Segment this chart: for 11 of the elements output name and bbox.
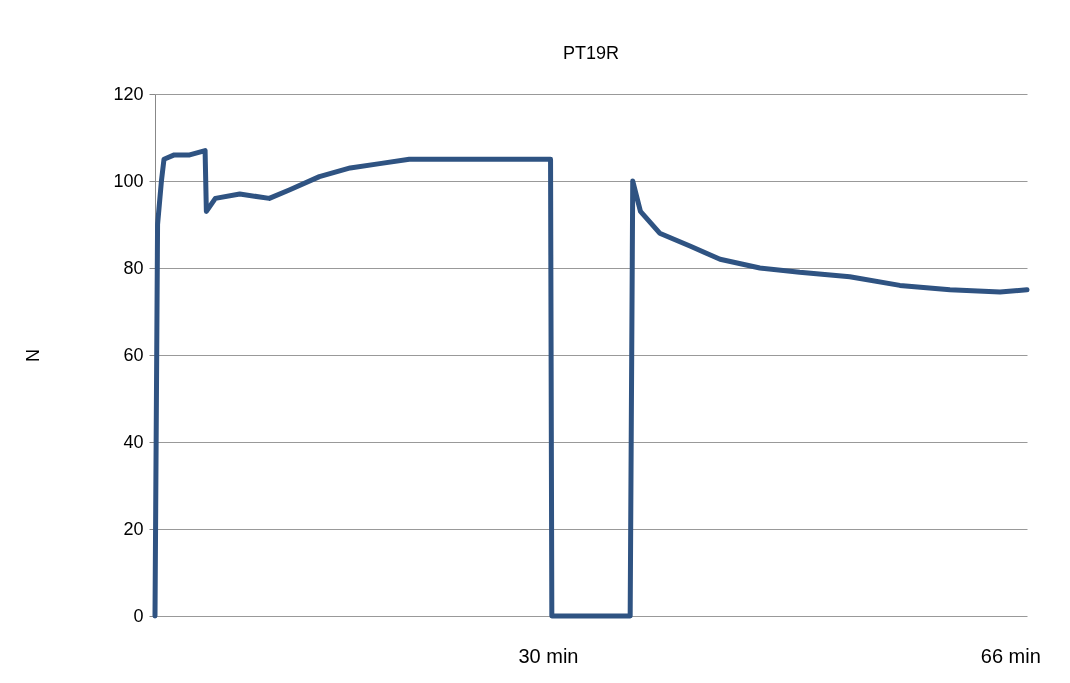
x-tick-label: 30 min xyxy=(518,644,579,667)
x-tick-label: 66 min xyxy=(980,644,1041,667)
chart-title: PT19R xyxy=(562,43,620,63)
y-tick-label: 60 xyxy=(123,344,144,365)
y-tick-label: 40 xyxy=(123,431,144,452)
y-tick-label: 80 xyxy=(123,257,144,278)
y-tick-label: 0 xyxy=(133,605,144,626)
y-tick-label: 20 xyxy=(123,518,144,539)
y-tick-label: 100 xyxy=(113,170,144,191)
y-tick-label: 120 xyxy=(113,83,144,104)
y-axis-title: N xyxy=(23,349,44,362)
